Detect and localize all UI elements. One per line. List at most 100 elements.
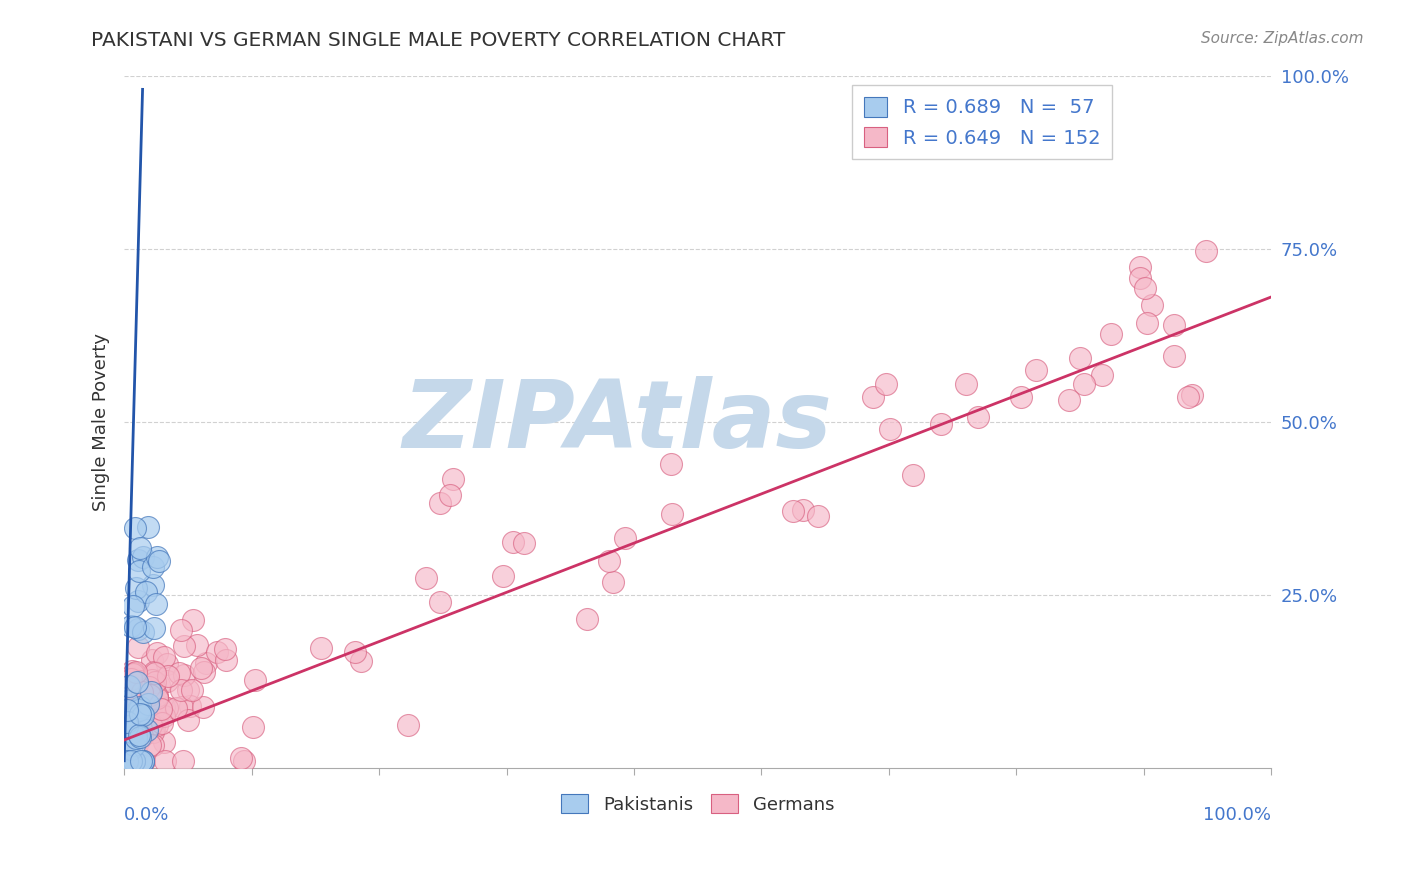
Point (134, 710, 156, 724)
Point (136, 684, 159, 698)
Point (1136, 316, 1159, 330)
Point (131, 702, 153, 716)
Point (120, 754, 142, 768)
Point (115, 754, 138, 768)
Point (115, 754, 138, 768)
Point (309, 641, 332, 656)
Point (125, 675, 148, 690)
Point (148, 678, 170, 692)
Point (165, 700, 187, 714)
Point (115, 715, 138, 730)
Point (115, 725, 138, 739)
Point (180, 683, 202, 698)
Point (215, 653, 238, 667)
Point (1069, 351, 1091, 365)
Point (131, 754, 153, 768)
Point (125, 731, 148, 745)
Point (142, 701, 165, 715)
Point (193, 665, 215, 679)
Point (136, 519, 159, 533)
Point (602, 575, 624, 590)
Point (205, 645, 228, 659)
Point (121, 724, 143, 739)
Point (157, 669, 180, 683)
Point (142, 680, 165, 694)
Point (143, 621, 166, 635)
Point (122, 723, 145, 737)
Point (229, 751, 252, 765)
Point (173, 639, 195, 653)
Point (146, 718, 169, 732)
Point (190, 661, 212, 675)
Point (122, 599, 145, 613)
Point (181, 613, 204, 627)
Point (170, 623, 193, 637)
Point (146, 709, 169, 723)
Point (156, 700, 179, 714)
Point (122, 722, 145, 736)
Point (131, 729, 153, 743)
Point (120, 619, 142, 633)
Point (598, 554, 620, 568)
Point (875, 376, 897, 391)
Point (145, 665, 167, 680)
Point (131, 701, 153, 715)
Point (146, 691, 169, 706)
Point (141, 685, 163, 699)
Point (129, 673, 152, 688)
Point (613, 531, 636, 545)
Point (177, 713, 200, 727)
Text: ZIPAtlas: ZIPAtlas (402, 376, 832, 467)
Point (124, 754, 146, 768)
Point (120, 731, 142, 746)
Point (243, 673, 266, 687)
Point (125, 727, 148, 741)
Point (122, 666, 145, 681)
Point (136, 697, 159, 711)
Point (429, 496, 451, 510)
Point (127, 593, 149, 607)
Point (115, 754, 138, 768)
Point (191, 699, 214, 714)
Point (135, 584, 157, 599)
Point (136, 694, 159, 708)
Point (141, 653, 163, 667)
Point (121, 671, 143, 685)
Point (1025, 363, 1047, 377)
Y-axis label: Single Male Poverty: Single Male Poverty (93, 333, 110, 510)
Point (132, 624, 155, 639)
Point (143, 706, 166, 721)
Point (128, 708, 150, 723)
Point (131, 704, 153, 718)
Point (134, 754, 156, 768)
Point (128, 700, 150, 714)
Point (115, 703, 138, 717)
Point (129, 706, 152, 721)
Point (1181, 387, 1204, 401)
Point (156, 674, 179, 689)
Point (145, 597, 167, 611)
Point (146, 690, 169, 704)
Point (661, 508, 683, 522)
Point (120, 714, 142, 728)
Point (194, 656, 217, 670)
Point (132, 698, 155, 713)
Point (1057, 393, 1080, 408)
Point (232, 754, 254, 768)
Point (862, 390, 884, 404)
Point (118, 712, 141, 726)
Point (142, 560, 165, 574)
Point (120, 742, 142, 756)
Point (429, 594, 451, 608)
Point (343, 645, 366, 659)
Point (167, 665, 190, 680)
Point (153, 650, 176, 665)
Point (122, 665, 145, 680)
Point (121, 754, 143, 768)
Point (967, 410, 990, 425)
Point (396, 718, 419, 732)
Point (139, 717, 162, 731)
Point (122, 754, 145, 768)
Point (492, 569, 515, 583)
Point (115, 722, 138, 736)
